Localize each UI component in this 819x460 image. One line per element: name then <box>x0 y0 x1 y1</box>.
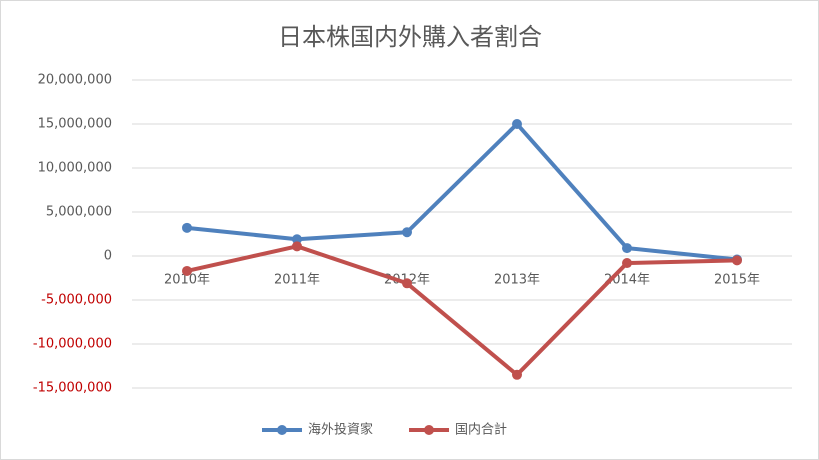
data-point <box>512 369 522 380</box>
y-tick-label: 10,000,000 <box>38 161 112 176</box>
data-point <box>622 243 632 254</box>
legend-marker <box>424 425 435 435</box>
data-point <box>292 241 302 252</box>
legend-label: 海外投資家 <box>308 422 373 438</box>
x-tick-label: 2010年 <box>164 273 210 288</box>
data-point <box>402 227 412 238</box>
y-tick-label: -5,000,000 <box>41 293 112 308</box>
series-line <box>186 122 738 262</box>
data-point <box>402 278 412 289</box>
x-tick-label: 2015年 <box>714 273 760 288</box>
x-tick-label: 2013年 <box>494 273 540 288</box>
data-point <box>622 258 632 269</box>
data-point <box>182 222 192 233</box>
data-point <box>732 255 742 266</box>
y-tick-label: 5,000,000 <box>46 205 112 220</box>
y-tick-label: 20,000,000 <box>38 73 112 88</box>
data-point <box>182 265 192 276</box>
series-line <box>186 244 738 377</box>
data-point <box>512 119 522 129</box>
data-point <box>292 234 302 245</box>
y-tick-label: 0 <box>104 249 112 264</box>
y-tick-label: 15,000,000 <box>38 117 112 132</box>
y-tick-label: -10,000,000 <box>33 337 112 352</box>
legend-marker <box>277 425 287 435</box>
y-tick-label: -15,000,000 <box>33 381 112 396</box>
chart-title: 日本株国内外購入者割合 <box>278 23 542 51</box>
legend-label: 国内合計 <box>455 422 507 438</box>
x-tick-label: 2011年 <box>274 273 320 288</box>
